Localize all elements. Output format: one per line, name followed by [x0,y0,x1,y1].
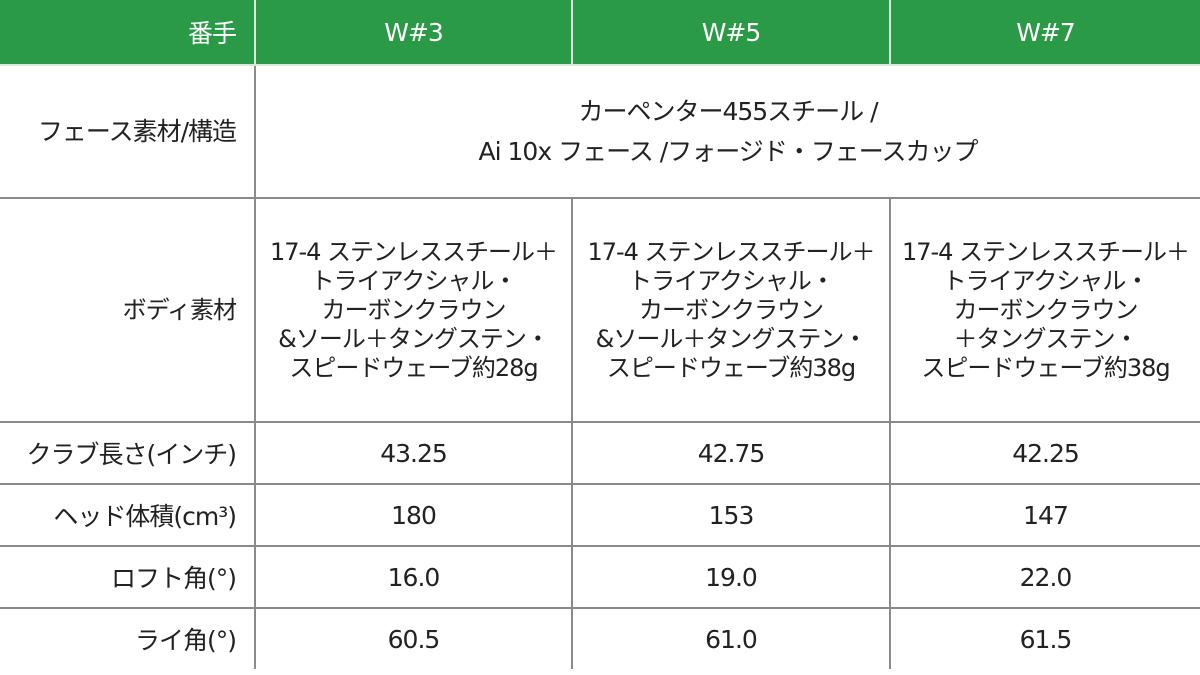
volume-row: ヘッド体積(cm³) 180 153 147 [0,483,1200,547]
cell: 42.75 [571,421,891,485]
body-line: &ソール＋タングステン・ [278,324,550,353]
body-line: トライアクシャル・ [942,266,1150,295]
lie-row: ライ角(°) 60.5 61.0 61.5 [0,607,1200,669]
face-value: カーペンター455スチール / Ai 10x フェース /フォージド・フェースカ… [254,64,1200,199]
header-row: 番手 W#3 W#5 W#7 [0,0,1200,66]
row-label: ボディ素材 [0,197,256,423]
header-label: 番手 [0,0,256,66]
cell: 22.0 [889,545,1200,609]
cell: 147 [889,483,1200,547]
body-line: カーボンクラウン [953,295,1139,324]
body-line: スピードウェーブ約38g [921,353,1170,382]
body-line: スピードウェーブ約28g [289,353,538,382]
body-line: トライアクシャル・ [628,266,835,295]
body-line: &ソール＋タングステン・ [595,324,868,353]
length-row: クラブ長さ(インチ) 43.25 42.75 42.25 [0,421,1200,485]
row-label: ライ角(°) [0,607,256,669]
cell: 153 [571,483,891,547]
cell: 43.25 [254,421,573,485]
header-w7: W#7 [889,0,1200,66]
body-line: ＋タングステン・ [953,324,1139,353]
body-line: カーボンクラウン [639,295,824,324]
header-w5: W#5 [571,0,891,66]
row-label: ヘッド体積(cm³) [0,483,256,547]
cell: 61.0 [571,607,891,669]
row-label: クラブ長さ(インチ) [0,421,256,485]
body-value-w7: 17-4 ステンレススチール＋ トライアクシャル・ カーボンクラウン ＋タングス… [889,197,1200,423]
body-value-w3: 17-4 ステンレススチール＋ トライアクシャル・ カーボンクラウン &ソール＋… [254,197,573,423]
body-line: 17-4 ステンレススチール＋ [587,237,875,266]
cell: 61.5 [889,607,1200,669]
row-label: フェース素材/構造 [0,64,256,199]
body-line: カーボンクラウン [321,295,507,324]
cell: 60.5 [254,607,573,669]
cell: 180 [254,483,573,547]
header-w3: W#3 [254,0,573,66]
body-line: 17-4 ステンレススチール＋ [901,237,1190,266]
loft-row: ロフト角(°) 16.0 19.0 22.0 [0,545,1200,609]
cell: 16.0 [254,545,573,609]
body-value-w5: 17-4 ステンレススチール＋ トライアクシャル・ カーボンクラウン &ソール＋… [571,197,891,423]
face-row: フェース素材/構造 カーペンター455スチール / Ai 10x フェース /フ… [0,64,1200,199]
body-line: トライアクシャル・ [310,266,518,295]
cell: 42.25 [889,421,1200,485]
body-line: スピードウェーブ約38g [606,353,856,382]
body-row: ボディ素材 17-4 ステンレススチール＋ トライアクシャル・ カーボンクラウン… [0,197,1200,423]
row-label: ロフト角(°) [0,545,256,609]
face-line: Ai 10x フェース /フォージド・フェースカップ [478,136,979,166]
body-line: 17-4 ステンレススチール＋ [269,237,558,266]
cell: 19.0 [571,545,891,609]
face-line: カーペンター455スチール / [578,96,878,126]
